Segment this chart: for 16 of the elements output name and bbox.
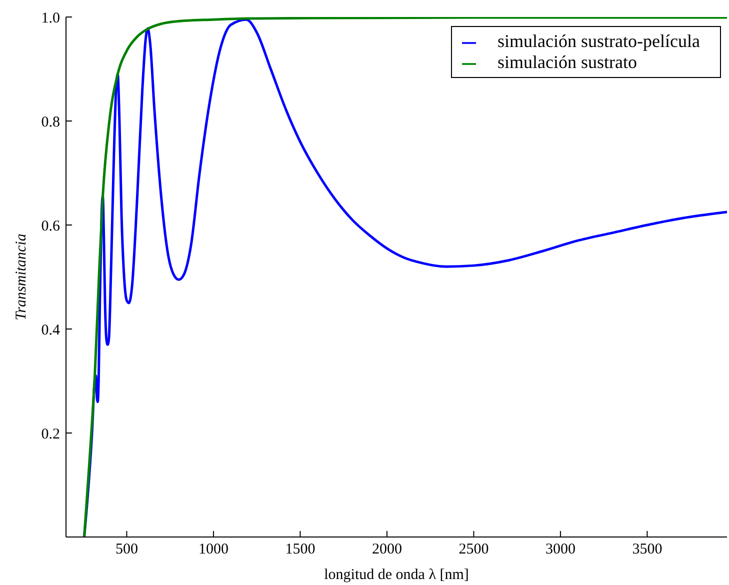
legend-label: simulación sustrato: [498, 52, 638, 72]
y-tick-label: 0.2: [41, 426, 60, 442]
x-axis-title: longitud de onda λ [nm]: [324, 567, 469, 583]
y-tick-label: 0.8: [41, 114, 60, 130]
x-tick-label: 1500: [285, 542, 316, 558]
y-axis-title: Transmitancia: [13, 234, 30, 320]
y-tick-label: 1.0: [41, 10, 60, 26]
x-tick-label: 500: [115, 542, 138, 558]
x-tick-label: 3500: [632, 542, 662, 558]
y-tick-label: 0.4: [41, 322, 60, 338]
x-tick-label: 1000: [198, 542, 228, 558]
legend-label: simulación sustrato-película: [498, 31, 700, 51]
x-tick-label: 3000: [545, 542, 576, 558]
y-tick-label: 0.6: [41, 218, 60, 234]
x-tick-label: 2500: [458, 542, 489, 558]
x-tick-label: 2000: [372, 542, 402, 558]
